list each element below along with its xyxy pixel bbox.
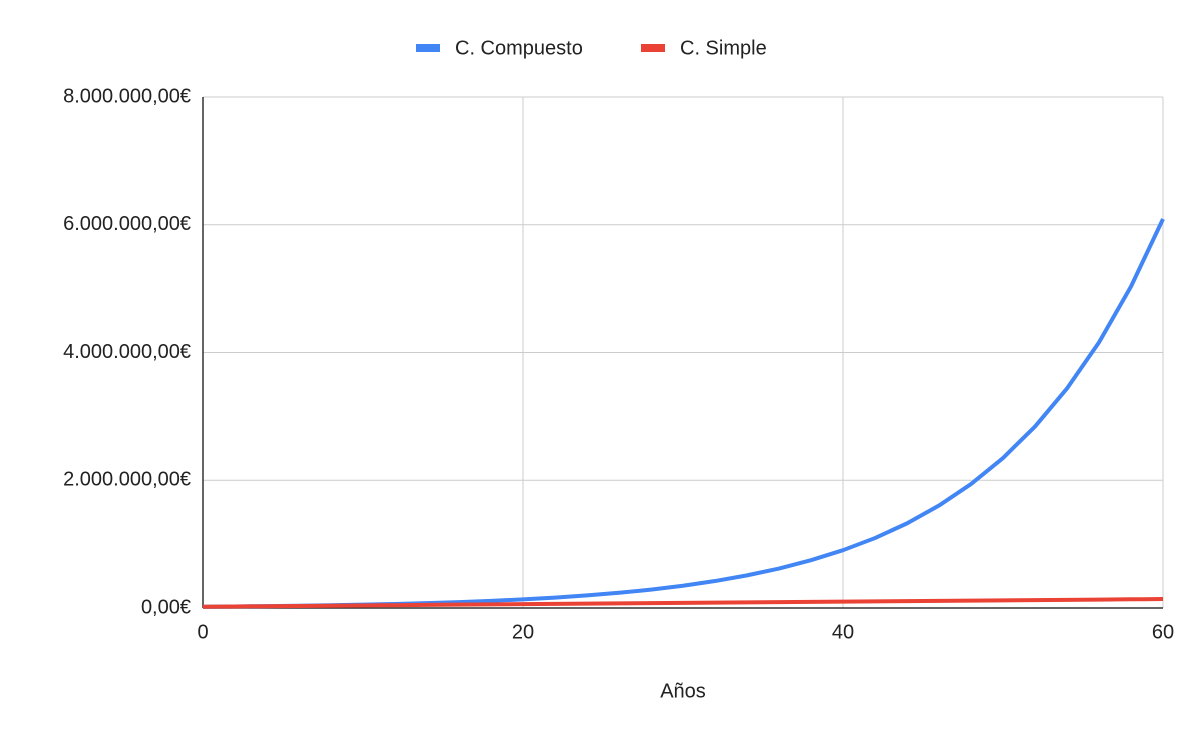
legend-swatch bbox=[416, 44, 440, 52]
series-line bbox=[202, 218, 1165, 609]
x-axis-title: Años bbox=[660, 680, 706, 702]
legend-label: C. Compuesto bbox=[455, 37, 583, 59]
series-line bbox=[202, 597, 1164, 609]
legend-label: C. Simple bbox=[680, 37, 767, 59]
x-tick-label: 20 bbox=[512, 621, 534, 643]
y-tick-label: 4.000.000,00€ bbox=[63, 341, 191, 363]
x-tick-label: 0 bbox=[197, 621, 208, 643]
y-tick-label: 2.000.000,00€ bbox=[63, 469, 191, 491]
x-tick-label: 40 bbox=[832, 621, 854, 643]
y-tick-label: 6.000.000,00€ bbox=[63, 213, 191, 235]
y-tick-label: 0,00€ bbox=[141, 596, 191, 618]
x-tick-label: 60 bbox=[1152, 621, 1174, 643]
legend-swatch bbox=[641, 44, 665, 52]
y-tick-label: 8.000.000,00€ bbox=[63, 85, 191, 107]
